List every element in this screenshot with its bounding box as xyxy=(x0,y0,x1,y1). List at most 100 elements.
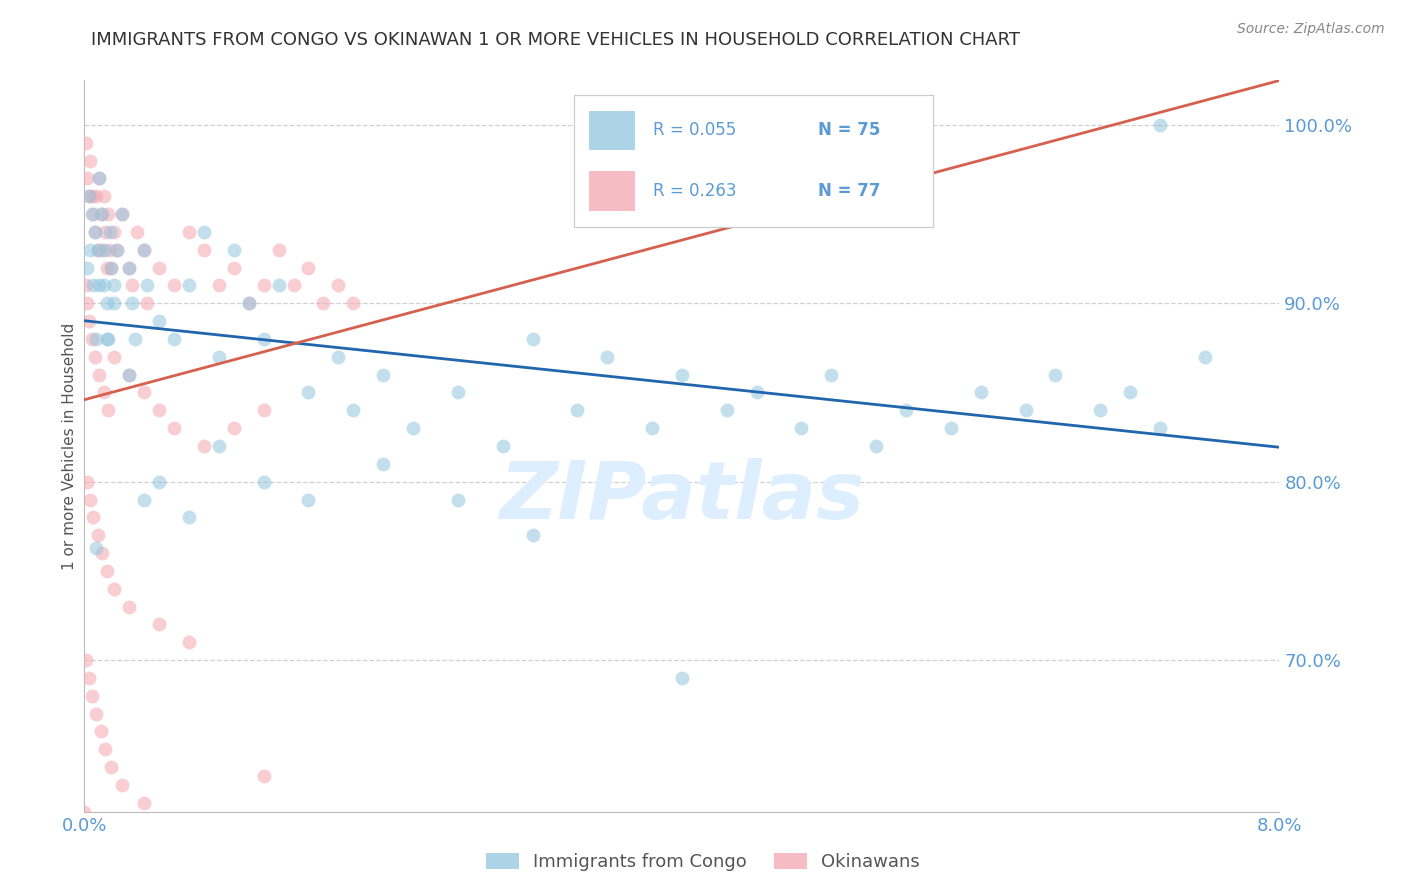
Point xyxy=(132,243,156,257)
Point xyxy=(177,510,200,524)
Point xyxy=(1014,403,1036,417)
Point xyxy=(328,278,350,293)
Point xyxy=(97,332,120,346)
Point xyxy=(297,385,319,400)
Point xyxy=(96,260,118,275)
Point xyxy=(103,582,125,596)
Point xyxy=(100,260,122,275)
Point xyxy=(93,385,115,400)
Point xyxy=(193,243,215,257)
Point xyxy=(90,724,112,739)
Point xyxy=(121,296,143,310)
Point xyxy=(73,805,96,819)
Point xyxy=(111,207,134,221)
Legend: Immigrants from Congo, Okinawans: Immigrants from Congo, Okinawans xyxy=(479,846,927,879)
Point xyxy=(75,278,97,293)
Point xyxy=(148,260,170,275)
Point xyxy=(94,225,117,239)
Point xyxy=(75,653,97,667)
Point xyxy=(121,278,143,293)
Point xyxy=(93,189,115,203)
Point xyxy=(76,475,98,489)
Point xyxy=(132,243,156,257)
Point xyxy=(97,403,120,417)
Point xyxy=(79,492,101,507)
Point xyxy=(297,260,319,275)
Point xyxy=(177,225,200,239)
Point xyxy=(77,189,100,203)
Point xyxy=(75,136,97,150)
Text: Source: ZipAtlas.com: Source: ZipAtlas.com xyxy=(1237,22,1385,37)
Point xyxy=(89,368,111,382)
Point xyxy=(745,385,768,400)
Point xyxy=(253,332,276,346)
Point xyxy=(373,457,395,471)
Point xyxy=(208,439,231,453)
Point xyxy=(103,350,125,364)
Point xyxy=(894,403,917,417)
Point xyxy=(94,243,117,257)
Point xyxy=(447,492,470,507)
Point xyxy=(98,225,121,239)
Point xyxy=(79,153,101,168)
Text: IMMIGRANTS FROM CONGO VS OKINAWAN 1 OR MORE VEHICLES IN HOUSEHOLD CORRELATION CH: IMMIGRANTS FROM CONGO VS OKINAWAN 1 OR M… xyxy=(91,31,1021,49)
Point xyxy=(671,368,693,382)
Point xyxy=(136,296,159,310)
Point xyxy=(87,528,110,542)
Point xyxy=(716,403,738,417)
Point xyxy=(96,332,118,346)
Point xyxy=(1149,118,1171,132)
Point xyxy=(100,260,122,275)
Point xyxy=(447,385,470,400)
Point xyxy=(522,332,544,346)
Point xyxy=(80,207,103,221)
Point xyxy=(253,769,276,783)
Point xyxy=(208,350,231,364)
Point xyxy=(865,439,887,453)
Point xyxy=(567,403,589,417)
Point xyxy=(342,296,364,310)
Point xyxy=(148,314,170,328)
Point xyxy=(641,421,664,435)
Point xyxy=(148,617,170,632)
Point xyxy=(596,350,619,364)
Point xyxy=(118,260,141,275)
Point xyxy=(94,742,117,756)
Text: ZIPatlas: ZIPatlas xyxy=(499,458,865,536)
Point xyxy=(373,368,395,382)
Point xyxy=(222,260,245,275)
Point xyxy=(86,706,108,721)
Point xyxy=(105,243,128,257)
Point xyxy=(253,403,276,417)
Point xyxy=(312,296,335,310)
Point xyxy=(86,541,108,555)
Point xyxy=(89,278,111,293)
Y-axis label: 1 or more Vehicles in Household: 1 or more Vehicles in Household xyxy=(62,322,77,570)
Point xyxy=(163,278,186,293)
Point xyxy=(238,296,260,310)
Point xyxy=(98,243,121,257)
Point xyxy=(93,278,115,293)
Point xyxy=(177,635,200,649)
Point xyxy=(82,510,104,524)
Point xyxy=(522,528,544,542)
Point xyxy=(77,314,100,328)
Point xyxy=(193,439,215,453)
Point xyxy=(89,171,111,186)
Point xyxy=(80,332,103,346)
Point xyxy=(125,225,148,239)
Point xyxy=(939,421,962,435)
Point xyxy=(136,278,159,293)
Point xyxy=(96,564,118,578)
Point xyxy=(83,225,105,239)
Point xyxy=(103,278,125,293)
Point xyxy=(90,207,112,221)
Point xyxy=(103,225,125,239)
Point xyxy=(1045,368,1067,382)
Point xyxy=(118,368,141,382)
Point xyxy=(328,350,350,364)
Point xyxy=(77,671,100,685)
Point xyxy=(267,243,290,257)
Point xyxy=(100,760,122,774)
Point xyxy=(970,385,993,400)
